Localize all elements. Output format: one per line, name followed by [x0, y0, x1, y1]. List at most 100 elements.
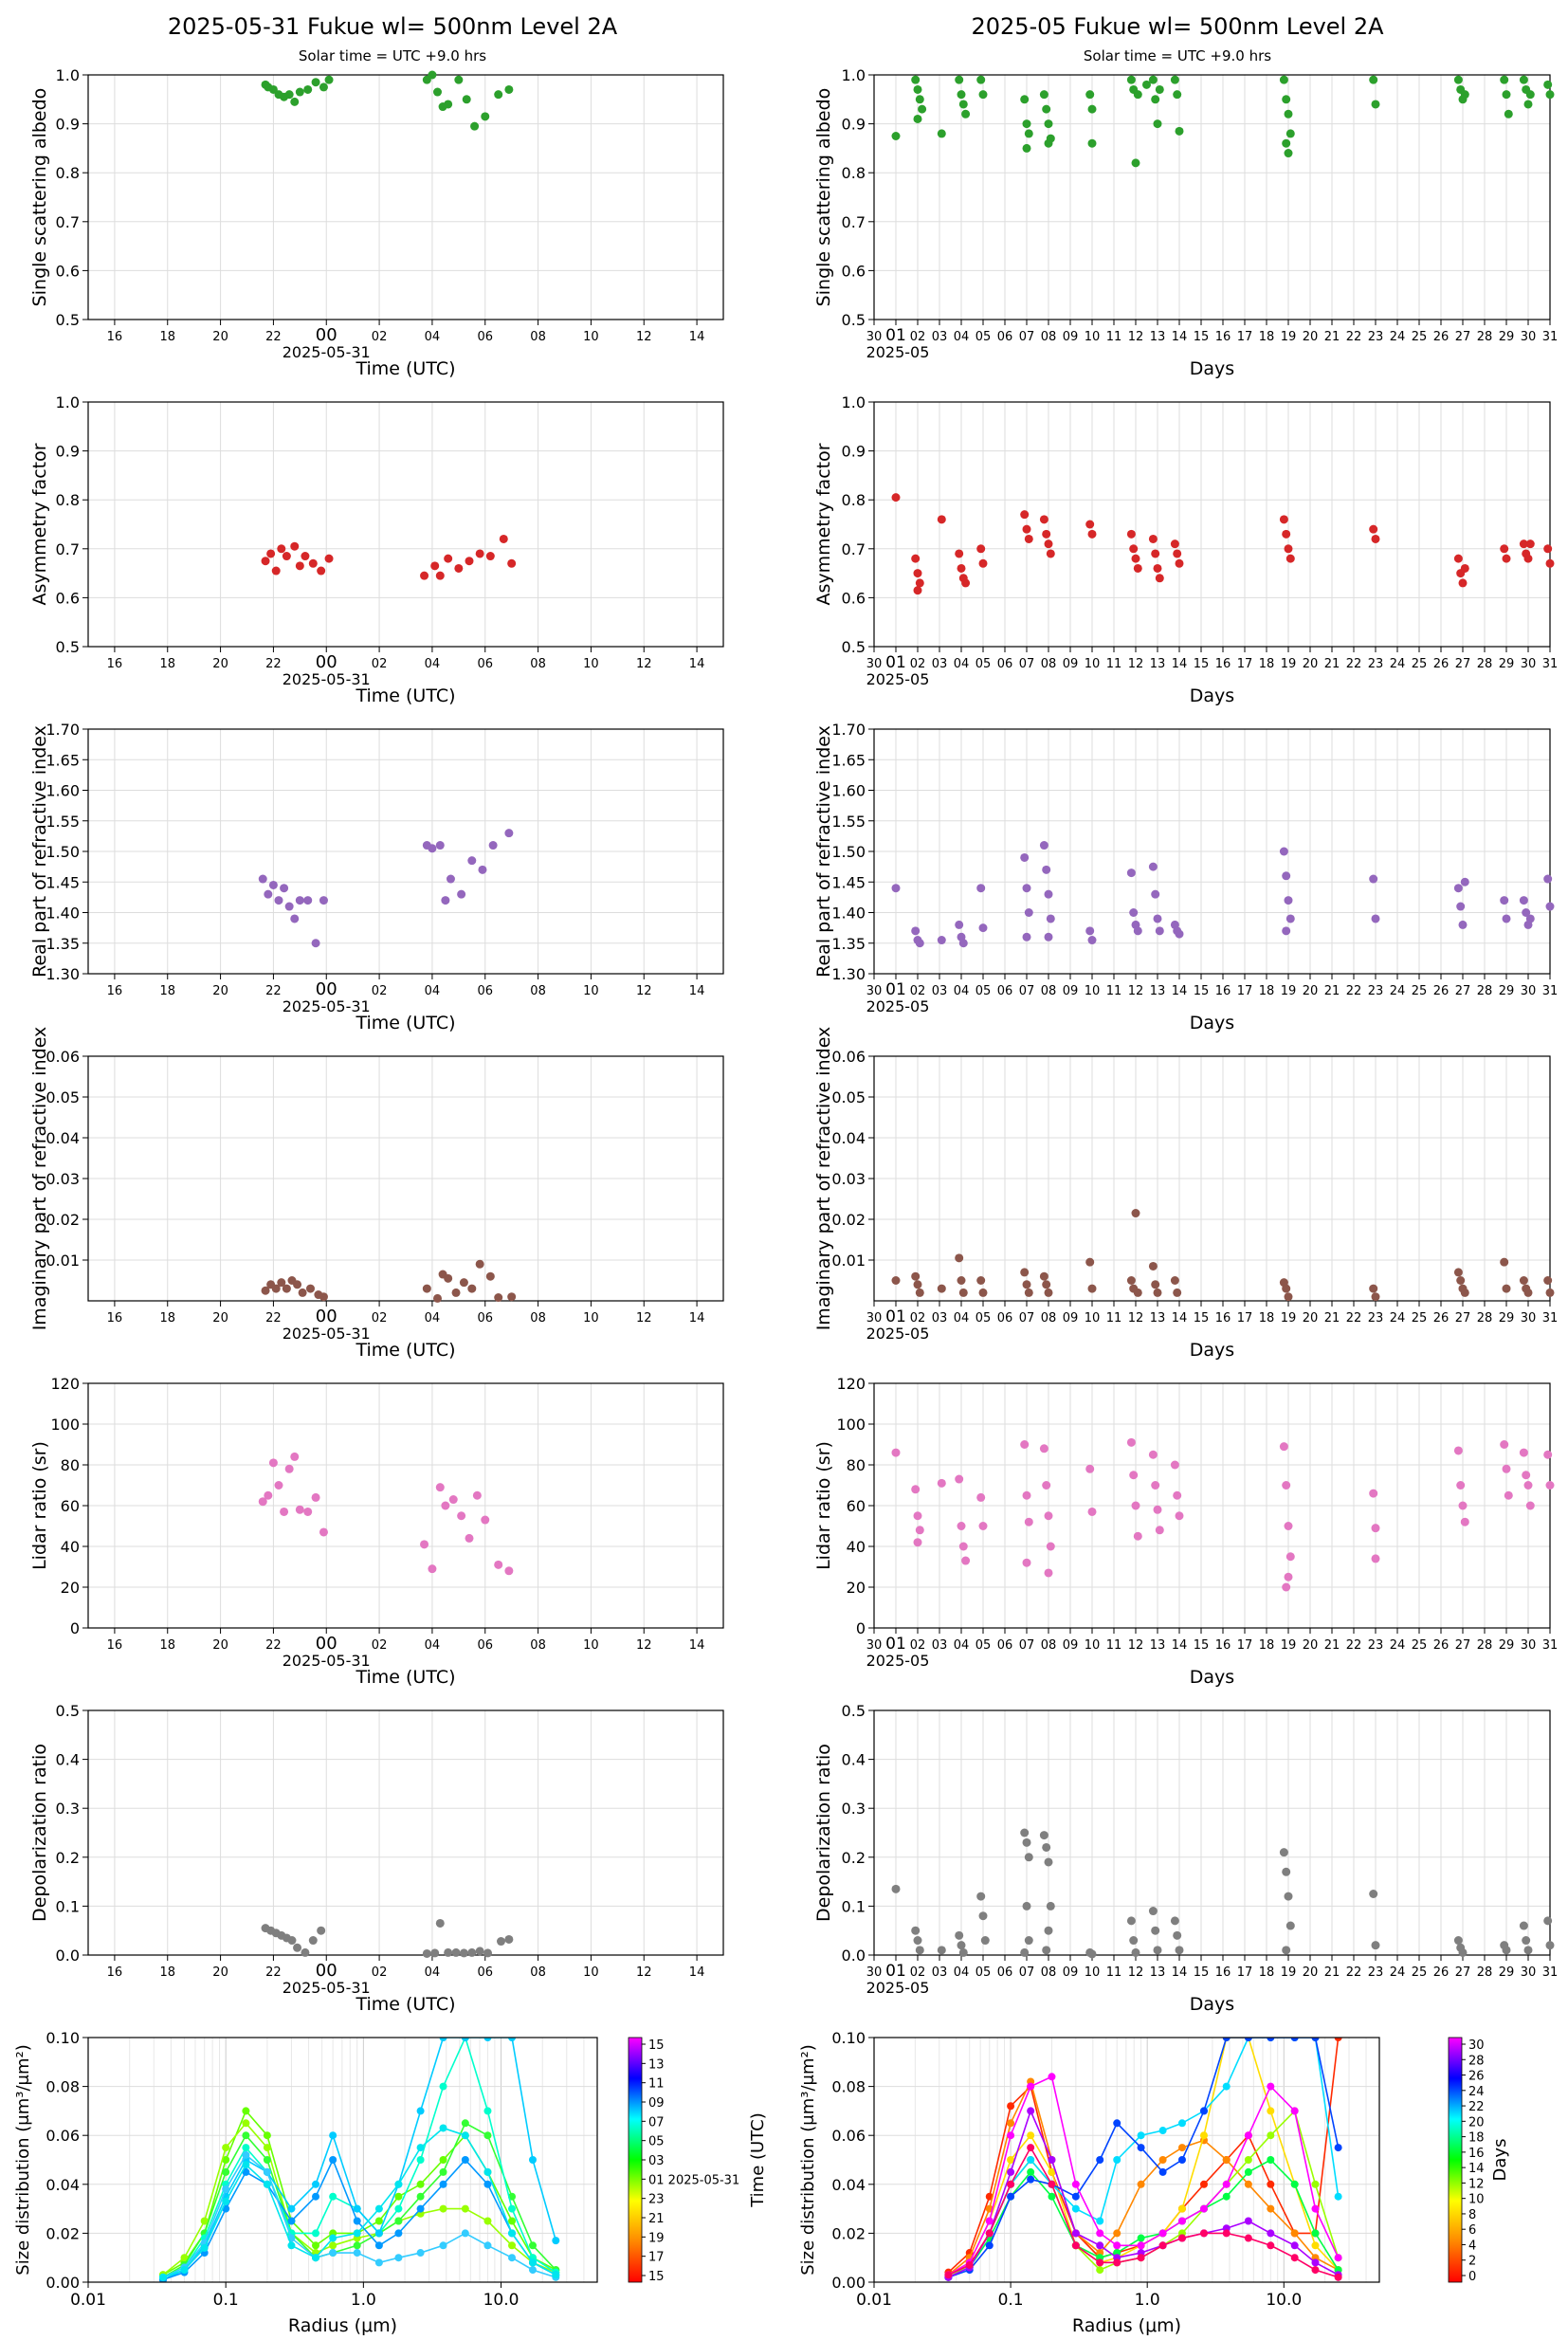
data-point: [1500, 1257, 1509, 1267]
x-tick-label: 11: [1106, 1638, 1122, 1653]
data-point: [1504, 109, 1513, 119]
y-tick-label: 0.8: [56, 491, 80, 509]
series-point: [1267, 2229, 1275, 2238]
series-point: [483, 2107, 492, 2115]
y-tick-label: 0.5: [842, 638, 866, 656]
x-tick-label: 14: [689, 330, 705, 344]
y-tick-label: 0.03: [46, 1170, 80, 1188]
data-point: [475, 549, 484, 558]
data-point: [444, 554, 453, 563]
series-point: [329, 2241, 337, 2250]
data-point: [274, 896, 283, 905]
series-point: [287, 2204, 296, 2213]
series-point: [508, 2229, 517, 2238]
series-point: [1177, 2204, 1186, 2213]
y-tick-label: 60: [847, 1497, 866, 1515]
data-point: [1133, 563, 1142, 573]
data-point: [1039, 1271, 1048, 1281]
data-point: [1042, 1280, 1051, 1289]
x-tick-label: 14: [689, 1965, 705, 1980]
x-tick-label: 22: [265, 657, 282, 671]
y-tick-label: 0.3: [842, 1800, 866, 1818]
data-point: [470, 121, 480, 131]
x-tick-label: 30: [866, 1965, 883, 1980]
data-point: [1131, 554, 1140, 563]
data-point: [303, 896, 313, 905]
data-point: [1456, 1481, 1466, 1490]
x-tick-label: 10: [1085, 1638, 1101, 1653]
series-point: [1244, 2131, 1252, 2140]
data-point: [978, 923, 988, 933]
colorbar-tick-label: 17: [648, 2251, 665, 2265]
x-tick-label: 05: [975, 1965, 992, 1980]
data-point: [1523, 1946, 1533, 1955]
series-point: [1267, 2131, 1275, 2140]
data-point: [1519, 75, 1528, 84]
data-point: [1022, 524, 1031, 534]
x-tick-label: 17: [1237, 984, 1253, 998]
series-point: [439, 2156, 447, 2164]
x-tick-label: 23: [1368, 657, 1384, 671]
series-point: [394, 2204, 403, 2213]
series-point: [1137, 2131, 1145, 2140]
plot-frame: [873, 2037, 1380, 2283]
x-tick-label: 02: [372, 1311, 388, 1325]
data-point: [1523, 554, 1533, 563]
x-tick-label: 03: [932, 1638, 948, 1653]
plot-frame: [87, 401, 724, 648]
data-point: [976, 1892, 986, 1901]
data-point: [937, 1284, 946, 1293]
data-point: [937, 1946, 946, 1955]
series-point: [1007, 2102, 1015, 2111]
data-point: [891, 1276, 901, 1285]
data-point: [1519, 1921, 1528, 1930]
x-tick-label: 04: [954, 984, 970, 998]
series-point: [1007, 2192, 1015, 2201]
data-point: [1042, 104, 1051, 114]
data-point: [1502, 914, 1511, 923]
x-tick-label: 0.1: [998, 2291, 1024, 2310]
x-tick-label: 06: [477, 1311, 493, 1325]
x-tick-label: 03: [932, 984, 948, 998]
x-tick-label: 31: [1542, 657, 1559, 671]
x-tick-label: 12: [1128, 984, 1144, 998]
data-point: [271, 566, 281, 576]
data-point: [937, 1478, 946, 1488]
series-group: [158, 2038, 560, 2282]
data-point: [319, 1527, 328, 1537]
x-tick-label: 08: [530, 984, 546, 998]
data-point: [1545, 1941, 1555, 1950]
data-point: [319, 82, 328, 92]
data-point: [303, 84, 313, 94]
data-point: [1173, 549, 1182, 558]
data-point: [1460, 563, 1469, 573]
data-point: [277, 1278, 286, 1288]
series-point: [329, 2131, 337, 2140]
data-point: [937, 515, 946, 524]
x-tick-label: 06: [997, 984, 1013, 998]
x-axis-label: Time (UTC): [355, 686, 455, 706]
y-tick-label: 60: [61, 1497, 80, 1515]
data-point: [504, 829, 514, 838]
y-tick-label: 0.5: [56, 638, 80, 656]
x-tick-label: 16: [107, 1638, 123, 1653]
data-point: [1129, 908, 1139, 917]
data-point: [1042, 865, 1051, 874]
colorbar-tick-label: 14: [1468, 2162, 1485, 2176]
y-tick-label: 120: [836, 1375, 866, 1393]
series-point: [483, 2241, 492, 2250]
data-point: [295, 896, 304, 905]
data-point: [1126, 1276, 1136, 1285]
data-point: [1282, 871, 1291, 881]
x-tick-label: 19: [1281, 984, 1297, 998]
series-point: [374, 2241, 383, 2250]
plot-frame: [87, 1382, 724, 1629]
series-point: [222, 2167, 230, 2176]
x-tick-label: 01: [885, 326, 906, 345]
x-tick-label: 0.1: [213, 2291, 239, 2310]
x-tick-label: 29: [1499, 1965, 1515, 1980]
series-point: [287, 2241, 296, 2250]
series-point: [416, 2180, 425, 2188]
data-point: [1129, 544, 1139, 554]
data-point: [261, 1286, 270, 1295]
